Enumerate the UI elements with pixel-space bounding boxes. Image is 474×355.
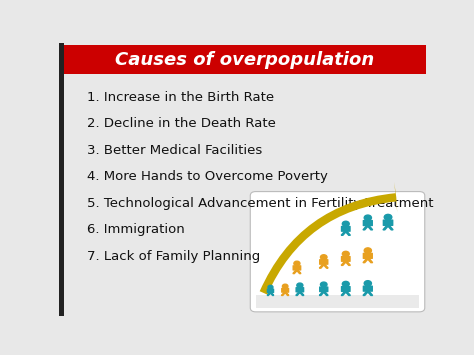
FancyBboxPatch shape bbox=[292, 265, 301, 271]
FancyBboxPatch shape bbox=[267, 289, 274, 293]
Circle shape bbox=[320, 255, 327, 260]
Circle shape bbox=[364, 281, 372, 286]
Circle shape bbox=[294, 261, 300, 266]
Polygon shape bbox=[341, 231, 350, 235]
Text: 4. More Hands to Overcome Poverty: 4. More Hands to Overcome Poverty bbox=[87, 170, 328, 183]
Text: Causes of overpopulation: Causes of overpopulation bbox=[115, 50, 374, 69]
Circle shape bbox=[364, 215, 372, 220]
Text: 7. Lack of Family Planning: 7. Lack of Family Planning bbox=[87, 250, 260, 263]
FancyBboxPatch shape bbox=[363, 220, 373, 226]
Text: 2. Decline in the Death Rate: 2. Decline in the Death Rate bbox=[87, 117, 276, 130]
Circle shape bbox=[283, 284, 288, 288]
Circle shape bbox=[342, 282, 349, 286]
Polygon shape bbox=[341, 291, 350, 295]
Circle shape bbox=[384, 214, 392, 220]
Polygon shape bbox=[319, 292, 328, 295]
FancyBboxPatch shape bbox=[295, 287, 304, 293]
Polygon shape bbox=[341, 261, 350, 266]
FancyBboxPatch shape bbox=[341, 286, 351, 292]
FancyBboxPatch shape bbox=[59, 43, 64, 316]
Polygon shape bbox=[293, 270, 301, 274]
Polygon shape bbox=[363, 226, 373, 230]
Polygon shape bbox=[282, 292, 289, 295]
Circle shape bbox=[364, 248, 372, 253]
FancyBboxPatch shape bbox=[64, 45, 426, 74]
Circle shape bbox=[320, 282, 327, 287]
Polygon shape bbox=[363, 258, 373, 263]
Polygon shape bbox=[383, 225, 393, 230]
Polygon shape bbox=[296, 292, 304, 295]
FancyBboxPatch shape bbox=[319, 286, 328, 292]
Circle shape bbox=[342, 251, 349, 256]
Circle shape bbox=[342, 221, 349, 226]
Polygon shape bbox=[319, 264, 328, 268]
Text: 3. Better Medical Facilities: 3. Better Medical Facilities bbox=[87, 144, 262, 157]
Text: 5. Technological Advancement in Fertility Treatment: 5. Technological Advancement in Fertilit… bbox=[87, 197, 433, 210]
FancyBboxPatch shape bbox=[319, 259, 328, 265]
Polygon shape bbox=[267, 293, 274, 295]
Text: 1. Increase in the Birth Rate: 1. Increase in the Birth Rate bbox=[87, 91, 274, 104]
FancyBboxPatch shape bbox=[341, 256, 351, 262]
Polygon shape bbox=[363, 291, 373, 295]
Circle shape bbox=[297, 283, 303, 288]
FancyBboxPatch shape bbox=[383, 219, 393, 226]
FancyBboxPatch shape bbox=[363, 285, 373, 292]
Circle shape bbox=[268, 285, 273, 289]
FancyBboxPatch shape bbox=[256, 295, 419, 308]
FancyBboxPatch shape bbox=[250, 192, 425, 312]
Text: 6. Immigration: 6. Immigration bbox=[87, 223, 184, 236]
FancyBboxPatch shape bbox=[341, 226, 351, 232]
FancyBboxPatch shape bbox=[281, 288, 289, 293]
FancyBboxPatch shape bbox=[363, 253, 373, 259]
